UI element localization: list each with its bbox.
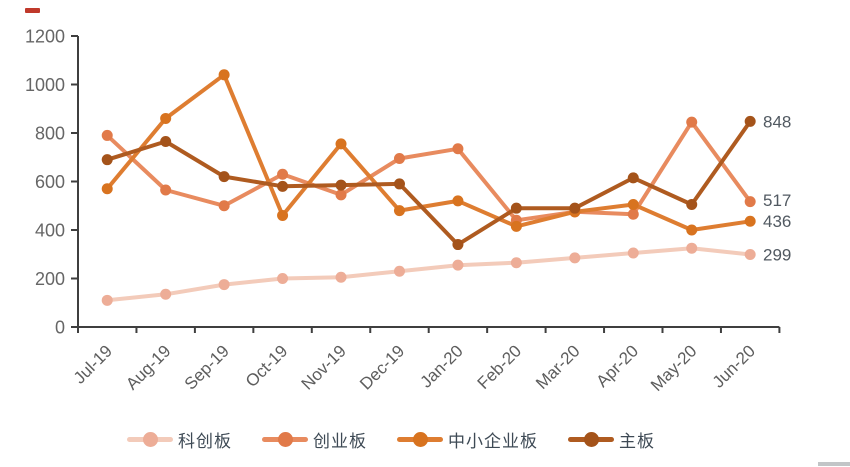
y-axis-label-1200: 1200 <box>25 26 65 46</box>
data-point-main-board-Dec-19 <box>393 178 405 190</box>
data-point-main-board-Nov-19 <box>335 179 347 191</box>
series-line-chinext <box>105 120 753 223</box>
y-axis-label-400: 400 <box>35 220 65 240</box>
x-axis-label-Oct-19: Oct-19 <box>242 341 292 391</box>
data-point-sme-board-Feb-20 <box>510 220 522 232</box>
series-line-sme-board <box>105 72 753 232</box>
data-point-sme-board-Oct-19 <box>277 209 289 221</box>
data-point-main-board-Oct-19 <box>277 180 289 192</box>
legend-item-main-board[interactable]: 主板 <box>568 427 655 452</box>
legend-line-dot-icon <box>127 432 173 447</box>
data-point-sme-board-Apr-20 <box>627 199 639 211</box>
y-axis-label-600: 600 <box>35 172 65 192</box>
x-axis-label-Jun-20: Jun-20 <box>709 341 759 391</box>
data-point-star-market-Jun-20 <box>744 248 756 260</box>
data-point-sme-board-Dec-19 <box>393 205 405 217</box>
x-axis-label-Apr-20: Apr-20 <box>593 341 643 391</box>
data-point-main-board-Feb-20 <box>510 202 522 214</box>
legend-label-main-board: 主板 <box>619 432 655 451</box>
data-point-main-board-Jan-20 <box>452 239 464 251</box>
data-point-sme-board-Nov-19 <box>335 138 347 150</box>
data-point-star-market-Nov-19 <box>335 271 347 283</box>
y-axis-label-0: 0 <box>55 317 65 337</box>
data-point-star-market-Sep-19 <box>218 279 230 291</box>
data-point-main-board-May-20 <box>686 199 698 211</box>
x-axis-label-Sep-19: Sep-19 <box>181 341 233 393</box>
data-point-star-market-Jan-20 <box>452 259 464 271</box>
end-value-label-main-board: 848 <box>763 112 791 131</box>
data-point-star-market-Apr-20 <box>627 247 639 259</box>
data-point-star-market-May-20 <box>686 242 698 254</box>
data-point-chinext-Aug-19 <box>160 184 172 196</box>
data-point-chinext-Jun-20 <box>744 196 756 208</box>
series-line-main-board <box>105 119 753 247</box>
y-axis-label-800: 800 <box>35 123 65 143</box>
legend: 科创板 创业板 中小企业板 主板 <box>0 427 782 452</box>
x-axis-label-Jan-20: Jan-20 <box>417 341 467 391</box>
y-axis-label-1000: 1000 <box>25 75 65 95</box>
x-axis-label-Feb-20: Feb-20 <box>474 341 526 393</box>
legend-label-star-market: 科创板 <box>178 432 232 451</box>
data-point-main-board-Sep-19 <box>218 171 230 183</box>
data-point-chinext-Apr-20 <box>627 208 639 220</box>
data-point-sme-board-Aug-19 <box>160 112 172 124</box>
data-point-sme-board-May-20 <box>686 224 698 236</box>
data-point-chinext-May-20 <box>686 116 698 128</box>
data-point-chinext-Sep-19 <box>218 200 230 212</box>
data-point-chinext-Nov-19 <box>335 189 347 201</box>
data-point-chinext-Jan-20 <box>452 143 464 155</box>
x-axis-label-Mar-20: Mar-20 <box>532 341 584 393</box>
legend-line-dot-icon <box>397 432 443 447</box>
data-point-main-board-Jun-20 <box>744 115 756 127</box>
end-value-label-star-market: 299 <box>763 245 791 264</box>
bottom-right-gray-bar <box>818 462 850 466</box>
data-point-sme-board-Jan-20 <box>452 195 464 207</box>
end-value-label-sme-board: 436 <box>763 212 791 231</box>
x-axis-label-Dec-19: Dec-19 <box>356 341 408 393</box>
data-point-star-market-Jul-19 <box>101 294 113 306</box>
end-value-label-chinext: 517 <box>763 191 791 210</box>
data-point-chinext-Oct-19 <box>277 168 289 180</box>
data-point-main-board-Mar-20 <box>569 202 581 214</box>
data-point-star-market-Mar-20 <box>569 252 581 264</box>
data-point-main-board-Jul-19 <box>101 154 113 166</box>
x-axis-label-May-20: May-20 <box>647 341 701 395</box>
y-axis-label-200: 200 <box>35 269 65 289</box>
x-axis-label-Jul-19: Jul-19 <box>70 341 116 387</box>
legend-item-chinext[interactable]: 创业板 <box>262 427 367 452</box>
data-point-star-market-Feb-20 <box>510 257 522 269</box>
legend-line-dot-icon <box>568 432 614 447</box>
data-point-main-board-Apr-20 <box>627 172 639 184</box>
data-point-chinext-Dec-19 <box>393 152 405 164</box>
legend-label-chinext: 创业板 <box>313 432 367 451</box>
legend-item-sme-board[interactable]: 中小企业板 <box>397 427 538 452</box>
legend-label-sme-board: 中小企业板 <box>448 432 538 451</box>
x-axis-label-Aug-19: Aug-19 <box>122 341 174 393</box>
data-point-sme-board-Jun-20 <box>744 215 756 227</box>
data-point-star-market-Aug-19 <box>160 288 172 300</box>
data-point-chinext-Jul-19 <box>101 129 113 141</box>
top-left-red-dash <box>25 8 40 13</box>
data-point-sme-board-Sep-19 <box>218 69 230 81</box>
legend-line-dot-icon <box>262 432 308 447</box>
data-point-star-market-Dec-19 <box>393 265 405 277</box>
x-axis-label-Nov-19: Nov-19 <box>298 341 350 393</box>
data-point-star-market-Oct-19 <box>277 273 289 284</box>
data-point-sme-board-Jul-19 <box>101 183 113 195</box>
series-line-star-market <box>105 246 753 303</box>
data-point-main-board-Aug-19 <box>160 135 172 147</box>
legend-item-star-market[interactable]: 科创板 <box>127 427 232 452</box>
